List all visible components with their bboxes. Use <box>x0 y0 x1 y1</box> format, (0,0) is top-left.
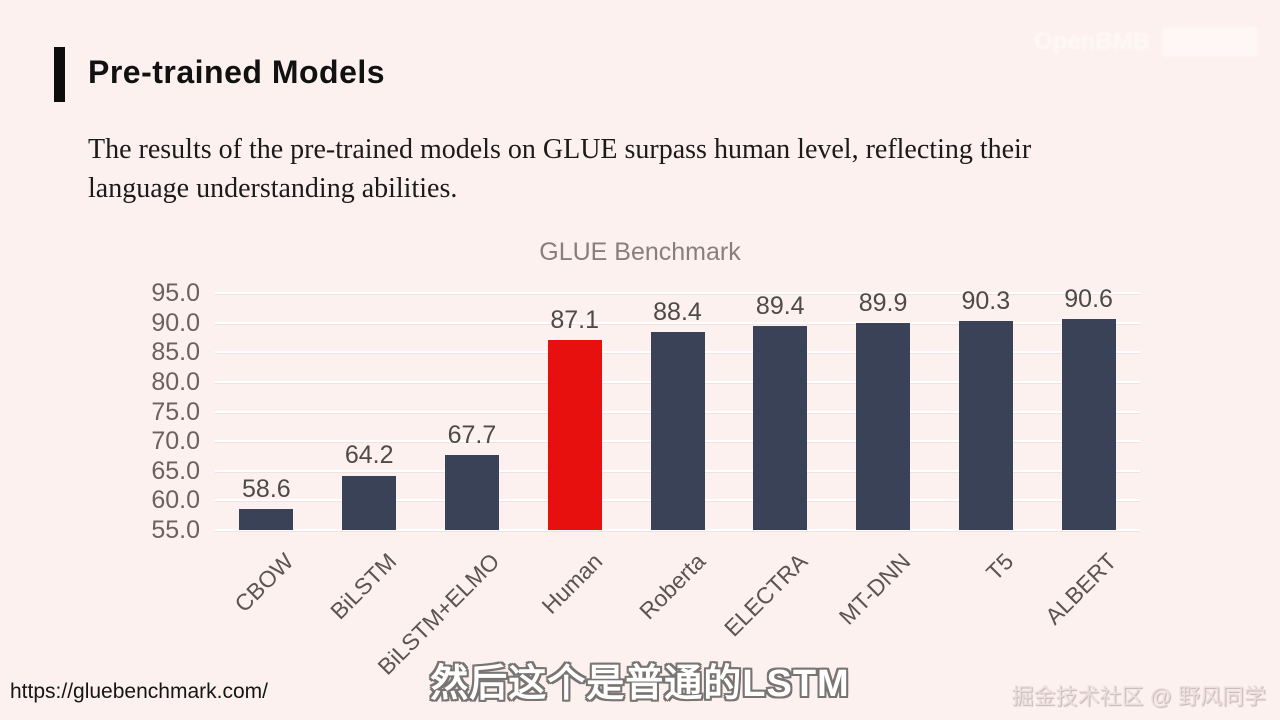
x-axis-label-cbow: CBOW <box>229 548 299 617</box>
x-axis-label-t5: T5 <box>980 548 1019 586</box>
x-axis-label-mt-dnn: MT-DNN <box>833 548 916 630</box>
bar-roberta <box>650 332 705 530</box>
x-axis-label-albert: ALBERT <box>1039 548 1121 630</box>
bar-value-label-roberta: 88.4 <box>653 298 702 327</box>
faint-logo-watermark-icon <box>1162 27 1258 57</box>
bar-value-label-t5: 90.3 <box>961 286 1011 315</box>
bar-mt-dnn <box>856 323 911 530</box>
page-title: Pre-trained Models <box>88 54 386 90</box>
plot-area: 58.6 64.2 67.7 87.1 88.4 89.4 89.9 90.3 90.6 <box>215 285 1140 531</box>
bar-electra <box>753 326 808 530</box>
y-axis-tick-label: 85.0 <box>151 338 200 367</box>
bar-cbow <box>239 508 294 530</box>
bar-value-label-albert: 90.6 <box>1064 285 1113 314</box>
chart-title: GLUE Benchmark <box>539 238 741 266</box>
y-axis-tick-label: 95.0 <box>151 279 200 307</box>
gridline <box>215 321 1140 324</box>
y-axis-tick-label: 75.0 <box>151 397 200 426</box>
body-text: The results of the pre-trained models on… <box>88 130 1198 208</box>
bar-value-label-cbow: 58.6 <box>242 474 291 503</box>
y-axis-tick-label: 70.0 <box>151 427 200 456</box>
body-text-line-1: The results of the pre-trained models on… <box>88 134 1032 165</box>
y-axis-tick-label: 55.0 <box>151 516 200 544</box>
faint-watermark-text: OpenBMB <box>1034 28 1150 55</box>
community-watermark: 掘金技术社区 @ 野风同学 <box>1011 684 1266 709</box>
bar-value-label-bilstm-elmo: 67.7 <box>447 420 497 449</box>
faint-watermark: OpenBMB <box>1034 27 1258 57</box>
body-text-line-2: language understanding abilities. <box>88 173 458 204</box>
y-axis-tick-label: 90.0 <box>151 308 200 337</box>
video-subtitle: 然后这个是普通的LSTM <box>430 663 850 705</box>
bar-t5 <box>958 320 1013 530</box>
y-axis-tick-label: 65.0 <box>151 456 200 485</box>
x-axis-label-human: Human <box>536 548 608 619</box>
bar-bilstm-elmo <box>444 454 499 530</box>
bar-albert <box>1061 319 1116 530</box>
bar-value-label-electra: 89.4 <box>755 292 805 321</box>
source-url: https://gluebenchmark.com/ <box>10 680 268 703</box>
x-axis-label-roberta: Roberta <box>633 548 710 625</box>
gridline <box>215 292 1140 294</box>
x-axis-label-electra: ELECTRA <box>719 548 813 642</box>
gridline <box>215 529 1140 531</box>
bar-value-label-mt-dnn: 89.9 <box>858 289 908 318</box>
y-axis: 95.0 90.0 85.0 80.0 75.0 70.0 65.0 60.0 55.0 <box>120 279 200 544</box>
bar-bilstm <box>342 475 397 530</box>
bar-value-label-human: 87.1 <box>550 305 600 334</box>
bar-human <box>547 339 602 530</box>
bar-value-label-bilstm: 64.2 <box>344 441 394 470</box>
y-axis-tick-label: 80.0 <box>151 367 200 396</box>
title-accent-bar <box>54 47 65 102</box>
y-axis-tick-label: 60.0 <box>151 486 200 515</box>
x-axis-label-bilstm: BiLSTM <box>325 548 402 625</box>
